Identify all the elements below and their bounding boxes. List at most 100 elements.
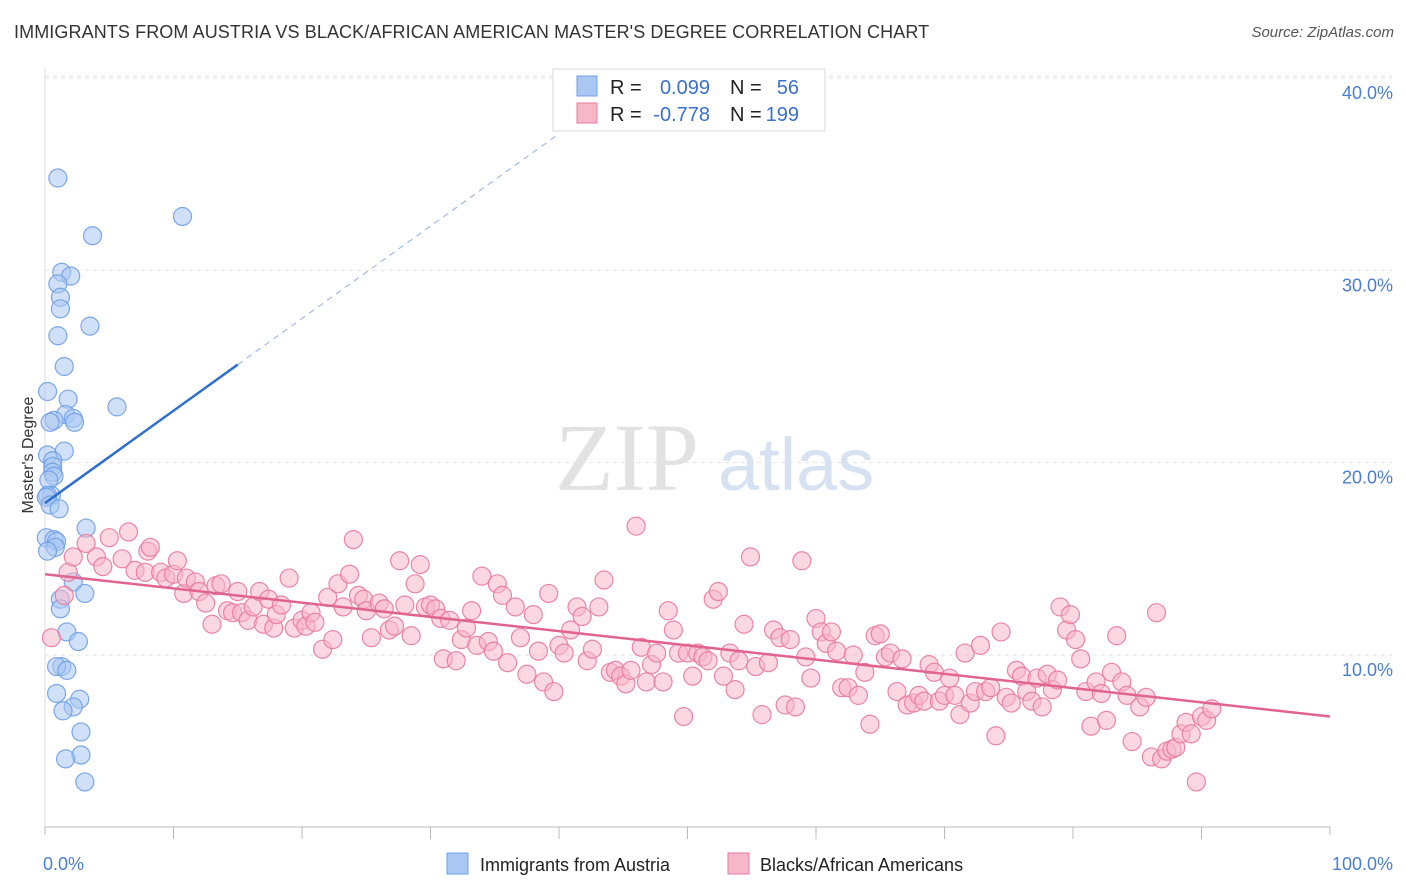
point-black bbox=[554, 643, 574, 663]
point-black bbox=[1001, 693, 1021, 713]
point-black bbox=[446, 651, 466, 671]
point-black bbox=[401, 626, 421, 646]
x-tick-label-min: 0.0% bbox=[43, 854, 84, 874]
point-black bbox=[589, 597, 609, 617]
point-black bbox=[729, 651, 749, 671]
point-black bbox=[196, 593, 216, 613]
point-black bbox=[1096, 710, 1117, 730]
point-black bbox=[528, 641, 549, 661]
point-black bbox=[1107, 626, 1127, 646]
point-austria bbox=[53, 701, 73, 721]
point-black bbox=[279, 568, 299, 588]
point-austria bbox=[50, 299, 71, 319]
point-black bbox=[523, 605, 543, 625]
point-black bbox=[713, 666, 734, 686]
point-austria bbox=[37, 541, 58, 561]
point-black bbox=[843, 645, 863, 665]
point-black bbox=[539, 583, 559, 604]
point-black bbox=[626, 516, 646, 536]
point-black bbox=[76, 533, 96, 554]
point-black bbox=[505, 597, 525, 617]
point-black bbox=[339, 564, 360, 584]
stats-r-value-black: -0.778 bbox=[653, 104, 710, 126]
x-tick-marks bbox=[44, 827, 1331, 839]
point-austria bbox=[57, 660, 77, 680]
point-black bbox=[384, 616, 405, 636]
y-tick-label: 10.0% bbox=[1342, 660, 1393, 680]
point-black bbox=[1032, 697, 1052, 717]
point-black bbox=[305, 612, 325, 632]
point-black bbox=[758, 653, 779, 673]
point-black bbox=[801, 668, 821, 688]
point-black bbox=[510, 628, 531, 648]
point-black bbox=[1186, 772, 1206, 792]
stats-swatch-austria bbox=[576, 75, 598, 97]
point-austria bbox=[54, 356, 74, 377]
point-austria bbox=[71, 722, 91, 742]
point-black bbox=[647, 643, 667, 663]
stats-swatch-black bbox=[576, 102, 598, 124]
point-black bbox=[1065, 630, 1086, 650]
point-black bbox=[41, 628, 62, 648]
stats-r-label-austria: R = bbox=[610, 77, 642, 99]
point-black bbox=[483, 641, 504, 661]
point-black bbox=[167, 551, 187, 571]
legend-label-black: Blacks/African Americans bbox=[760, 855, 963, 875]
point-austria bbox=[48, 168, 68, 188]
y-tick-labels: 10.0% 20.0% 30.0% 40.0% bbox=[1342, 83, 1393, 680]
point-black bbox=[492, 585, 513, 605]
point-austria bbox=[40, 412, 60, 432]
point-austria bbox=[107, 397, 127, 417]
point-black bbox=[970, 635, 991, 655]
point-black bbox=[940, 668, 960, 688]
source-label: Source: ZipAtlas.com bbox=[1251, 24, 1394, 41]
point-black bbox=[228, 581, 248, 602]
point-black bbox=[734, 614, 754, 634]
point-black bbox=[211, 574, 231, 594]
gridlines bbox=[45, 75, 1392, 656]
point-black bbox=[395, 595, 415, 615]
point-black bbox=[752, 705, 772, 725]
point-black bbox=[870, 624, 890, 644]
point-black bbox=[361, 628, 381, 648]
point-black bbox=[118, 522, 139, 542]
trend-line-austria bbox=[44, 363, 239, 505]
point-black bbox=[582, 639, 603, 659]
point-black bbox=[658, 601, 678, 621]
point-black bbox=[1071, 649, 1091, 669]
point-austria bbox=[64, 412, 85, 432]
point-black bbox=[740, 547, 761, 567]
point-black bbox=[99, 528, 119, 548]
point-black bbox=[785, 697, 806, 717]
legend-swatch-black bbox=[727, 852, 750, 875]
point-black bbox=[1181, 724, 1201, 744]
point-black bbox=[1122, 731, 1142, 752]
point-black bbox=[674, 706, 694, 727]
point-black bbox=[981, 678, 1001, 698]
point-black bbox=[636, 672, 656, 692]
point-black bbox=[472, 566, 492, 586]
point-black bbox=[498, 653, 518, 673]
point-black bbox=[390, 551, 410, 571]
point-black bbox=[821, 622, 842, 642]
point-black bbox=[887, 681, 907, 702]
y-axis-label: Master's Degree bbox=[20, 396, 37, 513]
point-black bbox=[560, 620, 581, 640]
point-black bbox=[456, 618, 477, 638]
point-austria bbox=[82, 226, 103, 246]
point-black bbox=[63, 547, 83, 567]
stats-n-label-black: N = bbox=[730, 104, 762, 126]
point-black bbox=[1146, 603, 1167, 623]
watermark-zip: ZIP bbox=[555, 404, 699, 511]
point-black bbox=[410, 555, 430, 575]
point-black bbox=[653, 672, 673, 692]
point-black bbox=[323, 630, 343, 650]
point-black bbox=[991, 622, 1011, 642]
trend-extension-austria bbox=[237, 133, 560, 366]
point-black bbox=[572, 606, 592, 627]
point-black bbox=[140, 537, 160, 557]
legend-label-austria: Immigrants from Austria bbox=[480, 855, 671, 875]
point-black bbox=[855, 662, 875, 682]
y-tick-label: 40.0% bbox=[1342, 83, 1393, 103]
point-black bbox=[594, 570, 614, 590]
